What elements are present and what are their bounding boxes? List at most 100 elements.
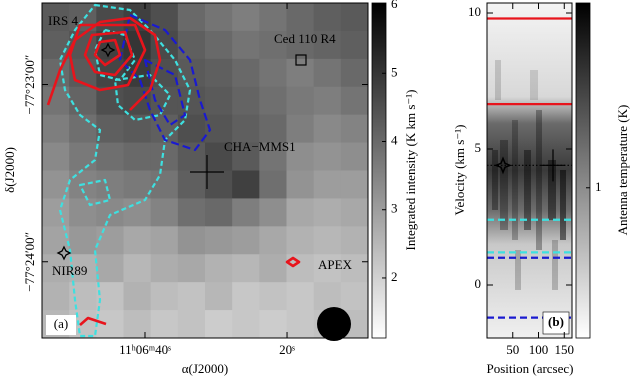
- map-pixel: [205, 30, 233, 60]
- map-pixel: [286, 86, 315, 116]
- colorbar-tick-label: 1: [595, 179, 602, 194]
- map-pixel: [259, 254, 287, 283]
- map-pixel: [340, 58, 369, 88]
- pv-texture: [500, 140, 508, 230]
- map-pixel: [123, 254, 152, 283]
- map-pixel: [286, 142, 315, 171]
- map-pixel: [177, 310, 206, 339]
- map-pixel: [232, 282, 260, 311]
- map-pixel: [96, 3, 124, 32]
- map-pixel: [313, 114, 342, 144]
- map-pixel: [286, 198, 315, 227]
- map-pixel: [259, 142, 287, 171]
- beam: [317, 307, 351, 341]
- y-tick-label: 5: [475, 140, 482, 155]
- contour: [285, 256, 301, 268]
- map-pixel: [205, 198, 233, 227]
- map-pixel: [259, 198, 287, 227]
- map-pixel: [259, 58, 287, 88]
- pv-image: [487, 3, 572, 338]
- pv-texture: [515, 250, 521, 290]
- map-pixel: [177, 114, 206, 144]
- map-pixel: [42, 170, 70, 199]
- contour: [78, 178, 112, 207]
- map-pixel: [232, 30, 260, 60]
- map-pixel: [259, 310, 287, 339]
- map-pixel: [123, 142, 152, 171]
- annotation: Ced 110 R4: [274, 31, 336, 46]
- colorbar-label: Integrated intensity (K km s⁻¹): [403, 90, 418, 251]
- map-pixel: [340, 226, 369, 255]
- map-pixel: [259, 114, 287, 144]
- map-pixel: [205, 142, 233, 171]
- colorbar-tick-label: 3: [391, 201, 398, 216]
- map-pixel: [69, 114, 97, 144]
- colorbar-label: Antenna temperature (K): [615, 105, 630, 236]
- frame: [486, 2, 573, 339]
- map-pixel: [123, 114, 152, 144]
- map-pixel: [150, 198, 179, 227]
- pv-texture: [536, 110, 542, 250]
- map-pixel: [340, 114, 369, 144]
- pv-texture: [495, 60, 501, 100]
- map-pixel: [340, 142, 369, 171]
- map-pixel: [96, 142, 124, 171]
- map-pixel: [42, 254, 70, 283]
- map-pixel: [259, 30, 287, 60]
- map-pixel: [69, 142, 97, 171]
- map-pixel: [313, 282, 342, 311]
- map-pixel: [232, 58, 260, 88]
- map-pixel: [96, 170, 124, 199]
- map-pixel: [313, 170, 342, 199]
- map-pixel: [340, 3, 369, 32]
- map-pixel: [150, 282, 179, 311]
- map-pixel: [340, 170, 369, 199]
- cross-marker: [190, 155, 224, 189]
- map-pixel: [340, 254, 369, 283]
- annotation: APEX: [318, 257, 353, 272]
- pv-texture: [548, 160, 556, 220]
- contour: [58, 3, 192, 338]
- map-pixel: [205, 226, 233, 255]
- map-pixel: [232, 3, 260, 32]
- map-pixel: [96, 86, 124, 116]
- map-pixel: [96, 114, 124, 144]
- map-pixel: [232, 86, 260, 116]
- map-pixel: [259, 282, 287, 311]
- contour: [143, 58, 187, 127]
- star-marker: [56, 245, 72, 261]
- map-pixel: [177, 3, 206, 32]
- frame: [41, 2, 369, 339]
- x-tick-label: 11ʰ06ᵐ40ˢ: [119, 342, 171, 357]
- x-axis-label: Position (arcsec): [486, 361, 573, 376]
- panel-label: (a): [54, 316, 68, 331]
- x-tick-label: 100: [529, 342, 549, 357]
- map-pixel: [69, 86, 97, 116]
- y-tick-label: 0: [475, 276, 482, 291]
- panel-label-box: [46, 315, 76, 335]
- map-pixel: [123, 226, 152, 255]
- panel-label: (b): [548, 314, 564, 329]
- x-axis-label: α(J2000): [182, 361, 229, 376]
- map-pixel: [205, 254, 233, 283]
- map-pixel: [69, 198, 97, 227]
- map-pixel: [286, 3, 315, 32]
- map-pixel: [177, 58, 206, 88]
- map-pixel: [123, 282, 152, 311]
- map-pixel: [177, 198, 206, 227]
- map-pixel: [232, 254, 260, 283]
- map-pixel: [340, 198, 369, 227]
- contour: [46, 16, 162, 111]
- map-pixel: [232, 114, 260, 144]
- map-pixel: [286, 282, 315, 311]
- annotation: CHA−MMS1: [224, 139, 296, 154]
- square-marker: [295, 54, 307, 66]
- map-pixel: [42, 86, 70, 116]
- contour: [93, 38, 122, 67]
- map-pixel: [69, 226, 97, 255]
- map-pixel: [177, 30, 206, 60]
- map-pixel: [232, 170, 260, 199]
- x-tick-label: 150: [555, 342, 575, 357]
- contour: [68, 23, 147, 92]
